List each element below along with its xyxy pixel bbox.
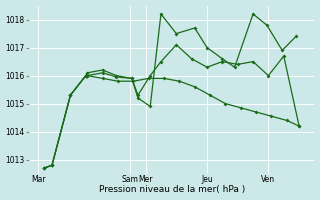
X-axis label: Pression niveau de la mer( hPa ): Pression niveau de la mer( hPa ): [99, 185, 245, 194]
